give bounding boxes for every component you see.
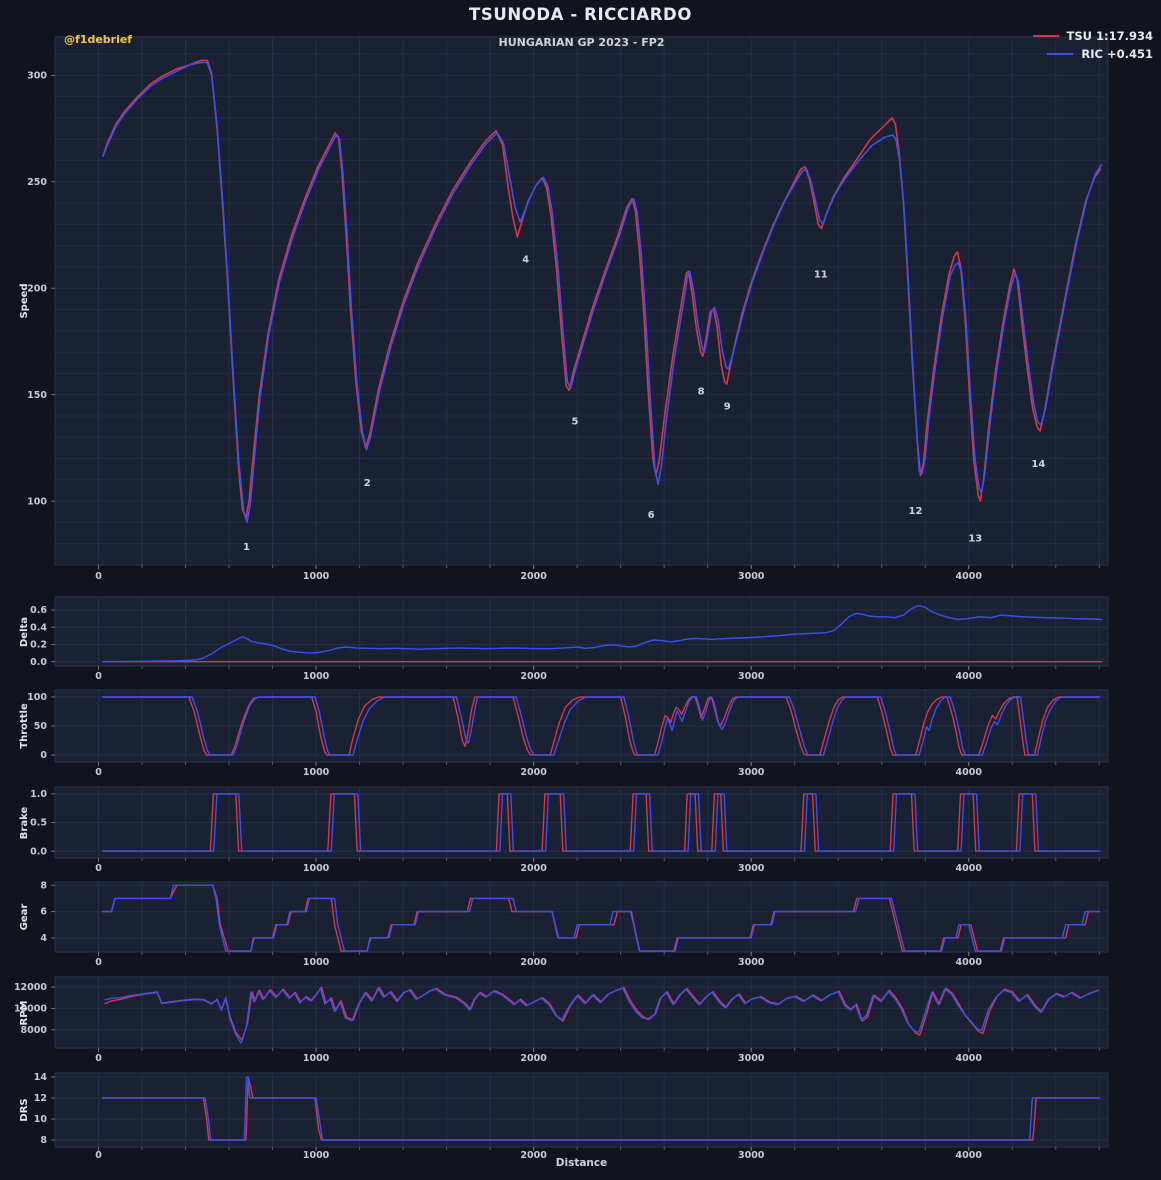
svg-text:0: 0 xyxy=(95,1150,102,1160)
svg-text:2000: 2000 xyxy=(520,767,547,778)
legend-label-ric: RIC +0.451 xyxy=(1081,47,1153,61)
svg-text:2000: 2000 xyxy=(520,671,547,682)
tsu-line-swatch xyxy=(1032,35,1059,37)
chart-subtitle: HUNGARIAN GP 2023 - FP2 xyxy=(498,36,665,49)
svg-text:Brake: Brake xyxy=(19,807,30,840)
svg-text:Delta: Delta xyxy=(19,617,30,647)
svg-text:4000: 4000 xyxy=(956,1150,983,1160)
svg-text:250: 250 xyxy=(27,177,47,188)
svg-text:8000: 8000 xyxy=(21,1025,48,1036)
svg-text:2: 2 xyxy=(364,478,371,489)
svg-text:4000: 4000 xyxy=(956,571,983,582)
svg-text:Gear: Gear xyxy=(19,904,30,931)
svg-text:4: 4 xyxy=(522,255,529,266)
svg-text:4000: 4000 xyxy=(956,1053,983,1064)
svg-text:8: 8 xyxy=(40,880,47,891)
svg-text:0: 0 xyxy=(95,1053,102,1064)
svg-text:Throttle: Throttle xyxy=(19,703,30,749)
svg-text:0.5: 0.5 xyxy=(30,818,47,829)
svg-text:3000: 3000 xyxy=(738,1150,765,1160)
svg-text:8: 8 xyxy=(40,1135,47,1146)
svg-text:5: 5 xyxy=(571,416,578,427)
svg-text:14: 14 xyxy=(1031,459,1045,470)
svg-text:1000: 1000 xyxy=(303,767,330,778)
svg-text:4000: 4000 xyxy=(956,957,983,967)
watermark: @f1debrief xyxy=(64,33,133,46)
svg-text:12000: 12000 xyxy=(14,982,47,993)
rpm-chart: 8000 10000 12000 0 1000 2000 3000 4000 RPM xyxy=(14,976,1109,1064)
svg-text:300: 300 xyxy=(27,70,47,81)
svg-text:Speed: Speed xyxy=(19,283,30,318)
svg-text:100: 100 xyxy=(27,496,47,507)
svg-text:0: 0 xyxy=(95,863,102,872)
delta-chart: 0.0 0.2 0.4 0.6 0 1000 2000 3000 4000 Delta xyxy=(19,596,1109,682)
svg-text:3000: 3000 xyxy=(738,1053,765,1064)
svg-text:12: 12 xyxy=(908,506,922,517)
svg-text:4000: 4000 xyxy=(956,671,983,682)
svg-text:1000: 1000 xyxy=(303,1053,330,1064)
svg-text:0: 0 xyxy=(95,767,102,778)
svg-text:1000: 1000 xyxy=(303,863,330,872)
gear-chart: 4 6 8 0 1000 2000 3000 4000 Gear xyxy=(19,880,1109,967)
svg-text:1: 1 xyxy=(243,542,250,553)
svg-text:1000: 1000 xyxy=(303,671,330,682)
svg-text:0: 0 xyxy=(95,957,102,967)
svg-text:10000: 10000 xyxy=(14,1004,47,1015)
svg-text:3000: 3000 xyxy=(738,671,765,682)
svg-text:1000: 1000 xyxy=(303,1150,330,1160)
brake-chart: 0.0 0.5 1.0 0 1000 2000 3000 4000 Brake xyxy=(19,786,1109,872)
svg-text:2000: 2000 xyxy=(520,863,547,872)
svg-text:0: 0 xyxy=(95,671,102,682)
svg-text:4000: 4000 xyxy=(956,863,983,872)
legend-item-tsu: TSU 1:17.934 xyxy=(1032,29,1157,43)
legend-item-ric: RIC +0.451 xyxy=(1033,47,1157,61)
x-axis-label: Distance xyxy=(555,1157,608,1169)
svg-text:12: 12 xyxy=(34,1093,47,1104)
svg-text:0.0: 0.0 xyxy=(30,846,47,857)
svg-text:150: 150 xyxy=(27,390,47,401)
svg-text:8: 8 xyxy=(698,387,705,398)
svg-text:DRS: DRS xyxy=(19,1098,30,1121)
svg-text:0: 0 xyxy=(40,750,47,761)
svg-text:13: 13 xyxy=(968,534,982,545)
svg-text:50: 50 xyxy=(34,721,48,732)
svg-text:0.6: 0.6 xyxy=(30,605,47,616)
svg-text:0.0: 0.0 xyxy=(30,657,47,668)
svg-text:2000: 2000 xyxy=(520,1150,547,1160)
svg-text:1000: 1000 xyxy=(303,571,330,582)
svg-text:0: 0 xyxy=(95,571,102,582)
ric-line-swatch xyxy=(1047,53,1074,55)
svg-text:4000: 4000 xyxy=(956,767,983,778)
svg-text:0.2: 0.2 xyxy=(30,640,47,651)
svg-text:200: 200 xyxy=(27,283,47,294)
drs-chart: 8 10 12 14 0 1000 2000 3000 4000 DRS xyxy=(19,1072,1109,1160)
svg-text:6: 6 xyxy=(40,907,47,918)
svg-text:14: 14 xyxy=(34,1072,48,1083)
svg-text:3000: 3000 xyxy=(738,957,765,967)
svg-text:0.4: 0.4 xyxy=(30,622,47,633)
page-title: TSUNODA - RICCIARDO xyxy=(469,5,692,24)
svg-text:RPM: RPM xyxy=(19,1000,30,1025)
svg-text:11: 11 xyxy=(814,270,828,281)
svg-text:2000: 2000 xyxy=(520,957,547,967)
svg-text:10: 10 xyxy=(34,1114,48,1125)
svg-text:100: 100 xyxy=(27,692,47,703)
svg-text:6: 6 xyxy=(648,510,655,521)
svg-text:3000: 3000 xyxy=(738,863,765,872)
svg-text:4: 4 xyxy=(40,933,47,944)
legend: TSU 1:17.934 RIC +0.451 xyxy=(1032,29,1157,61)
legend-label-tsu: TSU 1:17.934 xyxy=(1066,29,1153,43)
svg-text:1.0: 1.0 xyxy=(30,789,47,800)
svg-text:2000: 2000 xyxy=(520,571,547,582)
svg-text:9: 9 xyxy=(724,402,731,413)
svg-text:3000: 3000 xyxy=(738,571,765,582)
svg-text:1000: 1000 xyxy=(303,957,330,967)
svg-text:2000: 2000 xyxy=(520,1053,547,1064)
svg-text:3000: 3000 xyxy=(738,767,765,778)
